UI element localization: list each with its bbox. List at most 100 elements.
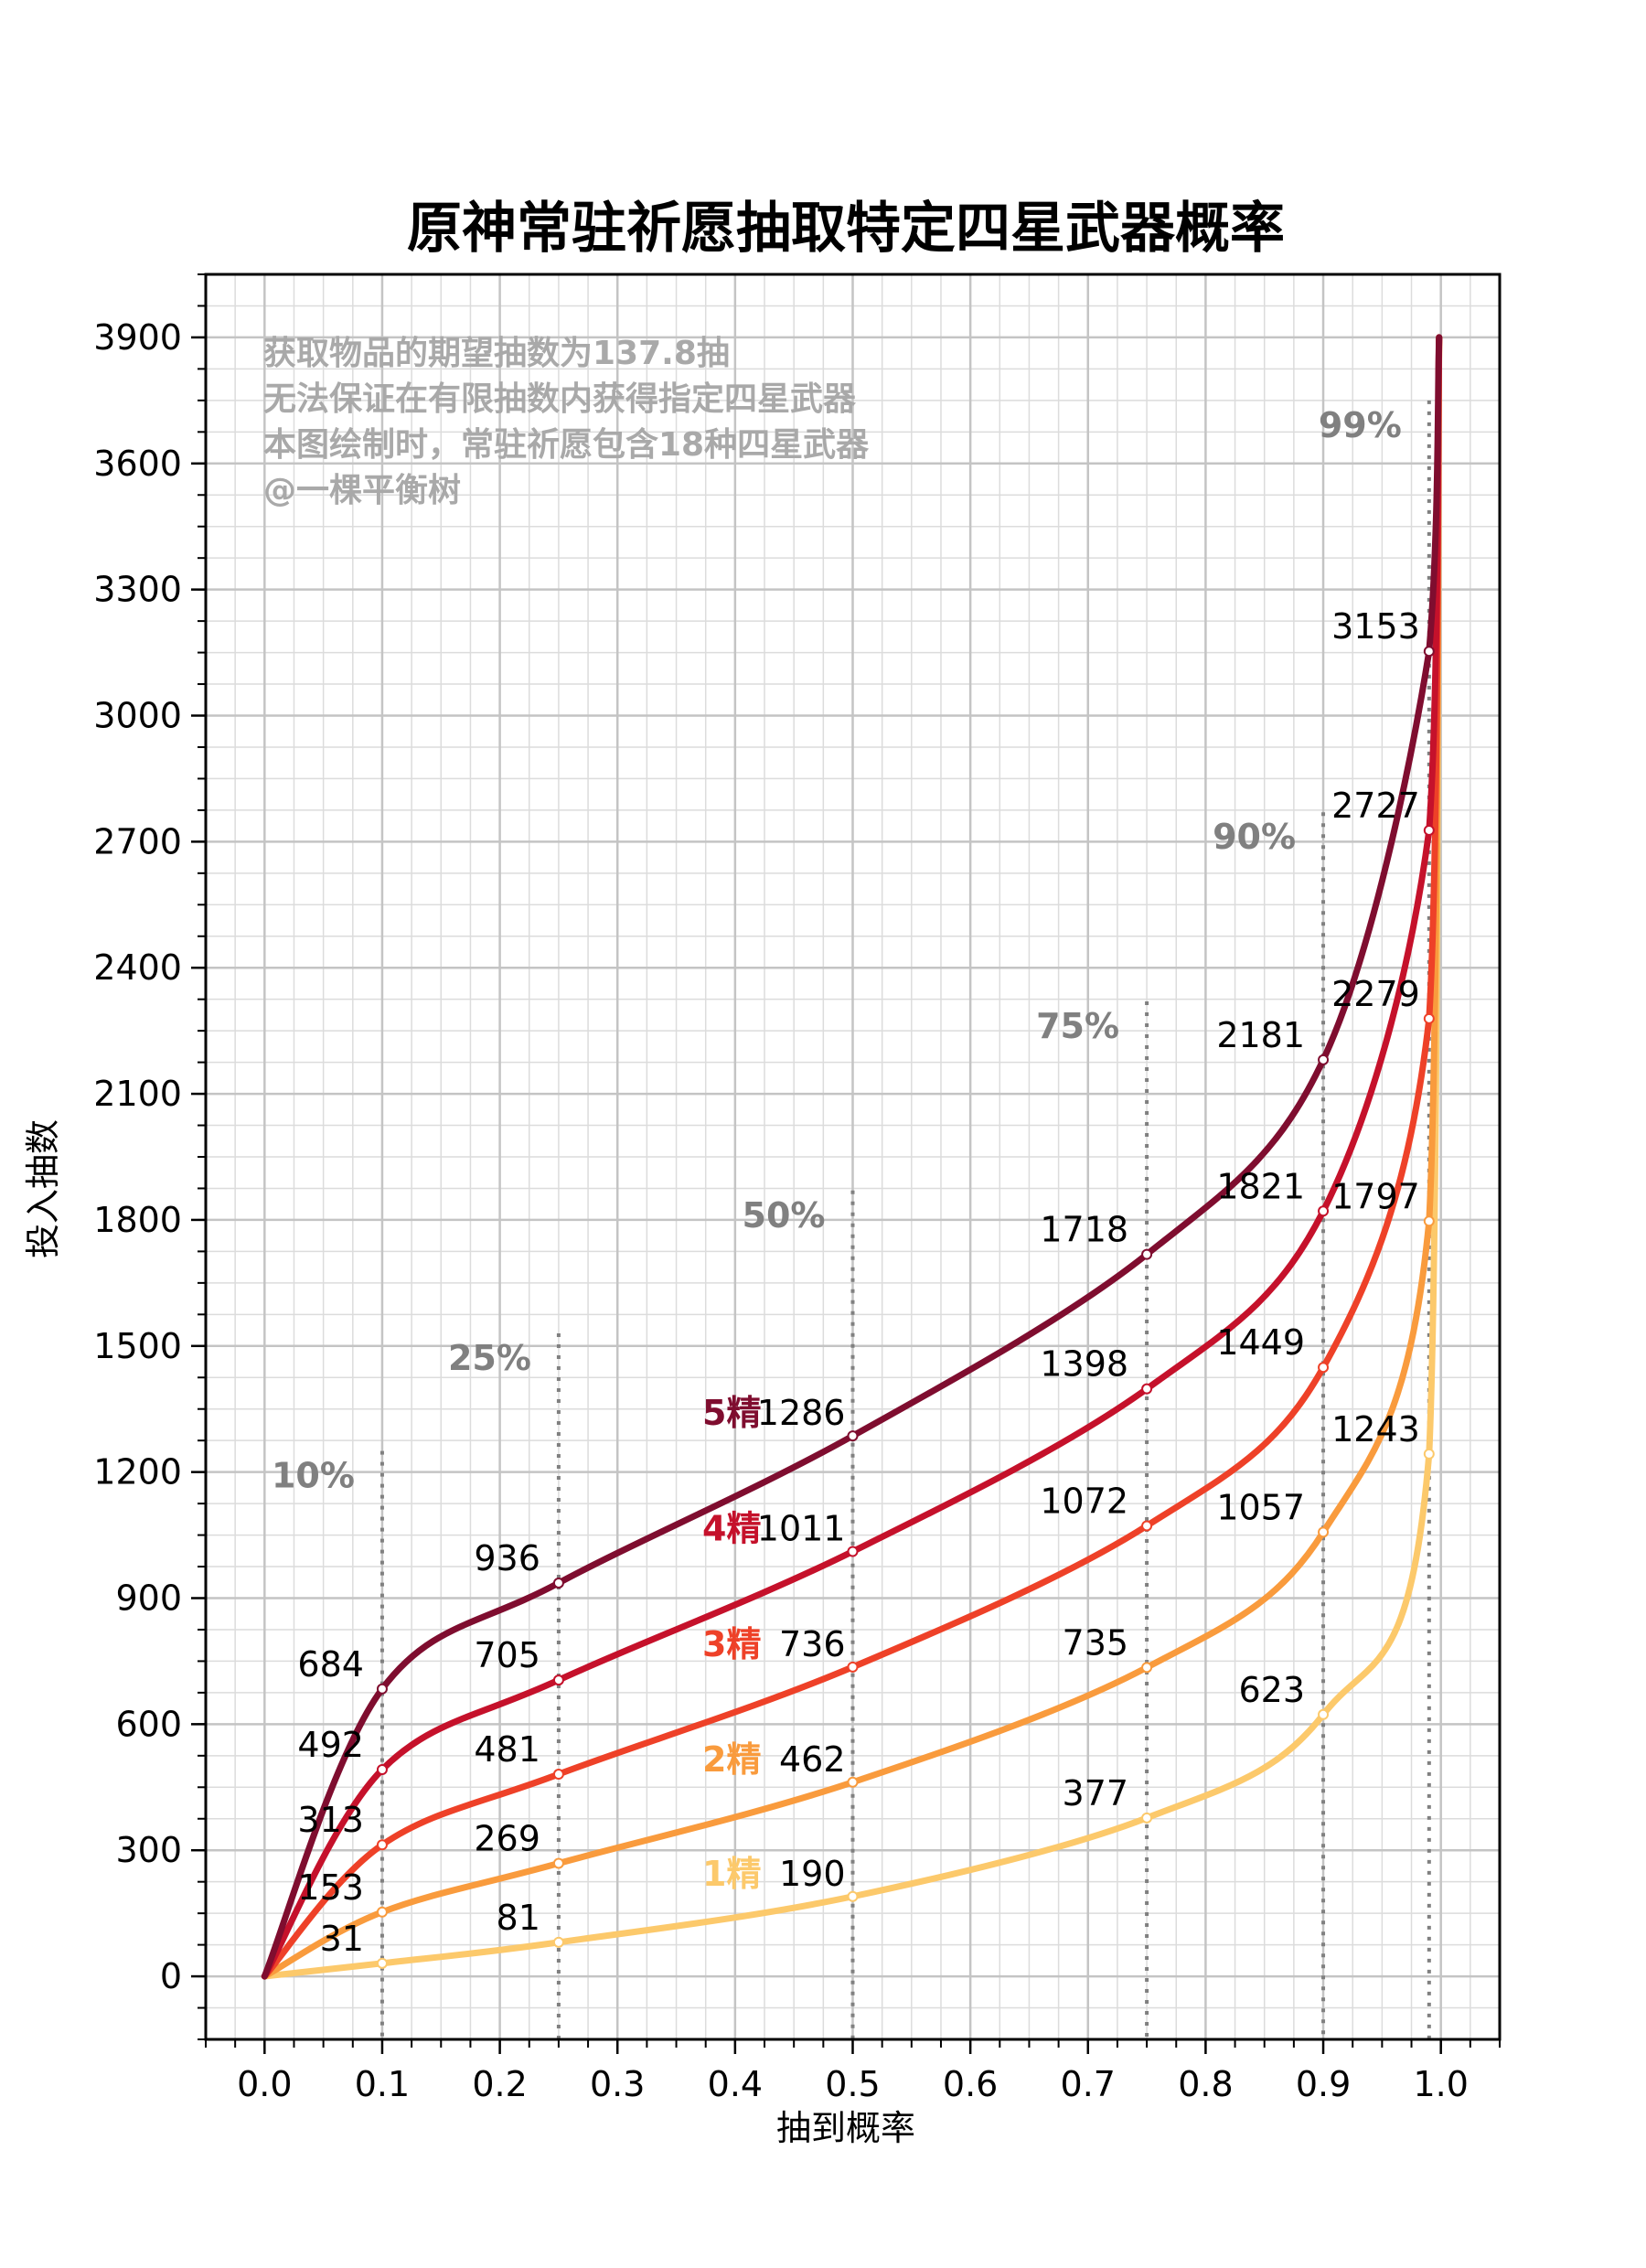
data-label: 492 [297, 1725, 364, 1765]
y-tick-label: 2400 [93, 947, 182, 988]
data-point [1141, 1248, 1153, 1260]
data-label: 153 [297, 1867, 364, 1908]
data-label: 269 [474, 1818, 540, 1858]
y-tick-label: 600 [115, 1704, 182, 1744]
x-tick-label: 0.0 [237, 2064, 292, 2104]
x-tick-label: 0.1 [355, 2064, 410, 2104]
data-label: 2279 [1331, 974, 1420, 1014]
y-tick-label: 3600 [93, 444, 182, 484]
y-tick-label: 1800 [93, 1200, 182, 1240]
series-name-label: 3精 [702, 1624, 761, 1664]
y-axis-label: 投入抽数 [23, 1119, 63, 1258]
data-point [1141, 1520, 1153, 1532]
note-author: @一棵平衡树 [263, 472, 461, 509]
series-name-label: 4精 [702, 1508, 761, 1548]
percentile-label: 25% [448, 1338, 531, 1378]
percentile-lines: 10% 25% 50% 75% 90% 99% [272, 400, 1431, 2039]
y-tick-label: 3900 [93, 317, 182, 358]
percentile-label: 75% [1036, 1006, 1119, 1046]
y-tick-label: 1500 [93, 1326, 182, 1366]
y-tick-label: 0 [160, 1956, 182, 1996]
axis-ticks: 0.0 0.1 0.2 0.3 0.4 0.5 0.6 0.7 0.8 0.9 1.0 0 300 600… [93, 273, 1501, 2104]
data-label: 1057 [1216, 1487, 1305, 1527]
data-point [1318, 1205, 1330, 1217]
notes: 获取物品的期望抽数为137.8抽 无法保证在有限抽数内获得指定四星武器 本图绘制… [263, 335, 870, 509]
data-label: 1718 [1040, 1210, 1128, 1250]
y-tick-label: 1200 [93, 1452, 182, 1492]
data-point [552, 1674, 564, 1686]
data-label: 623 [1239, 1670, 1306, 1710]
data-label: 705 [474, 1635, 540, 1675]
data-label: 31 [320, 1919, 364, 1959]
y-tick-label: 2100 [93, 1074, 182, 1114]
data-label: 1011 [757, 1508, 846, 1548]
series-line-3精 [261, 334, 1443, 1980]
x-tick-label: 0.5 [825, 2064, 880, 2104]
x-tick-label: 0.8 [1178, 2064, 1233, 2104]
data-point [376, 1763, 388, 1775]
data-label: 1797 [1331, 1176, 1420, 1216]
data-point [1318, 1054, 1330, 1065]
data-point [376, 1906, 388, 1918]
data-point [1318, 1362, 1330, 1374]
data-label: 462 [779, 1739, 846, 1780]
x-tick-label: 0.3 [590, 2064, 645, 2104]
y-tick-label: 3300 [93, 570, 182, 610]
x-tick-label: 1.0 [1413, 2064, 1468, 2104]
y-tick-label: 3000 [93, 696, 182, 736]
data-point [847, 1890, 859, 1902]
data-point [1423, 646, 1435, 658]
data-point [1423, 824, 1435, 836]
data-point [1141, 1662, 1153, 1674]
data-point [1141, 1812, 1153, 1824]
data-point [847, 1430, 859, 1442]
data-label: 1243 [1331, 1409, 1420, 1450]
data-point [847, 1661, 859, 1673]
series-name-label: 5精 [702, 1393, 761, 1433]
data-label: 313 [297, 1800, 364, 1840]
series-line-5精 [261, 334, 1443, 1980]
data-point [376, 1957, 388, 1969]
series-name-label: 2精 [702, 1739, 761, 1780]
note-pool-size: 本图绘制时，常驻祈愿包含18种四星武器 [263, 426, 870, 464]
x-axis-label: 抽到概率 [776, 2108, 915, 2148]
data-label: 736 [779, 1624, 846, 1664]
data-point [1423, 1448, 1435, 1460]
data-label: 190 [779, 1854, 846, 1894]
percentile-label: 99% [1319, 405, 1402, 445]
x-tick-label: 0.4 [708, 2064, 763, 2104]
data-point [376, 1683, 388, 1695]
data-label: 1286 [757, 1393, 846, 1433]
data-label: 3153 [1331, 606, 1420, 647]
data-label: 1072 [1040, 1481, 1128, 1521]
x-tick-label: 0.2 [472, 2064, 527, 2104]
data-point [376, 1839, 388, 1851]
data-label: 2181 [1216, 1015, 1305, 1055]
x-tick-label: 0.9 [1296, 2064, 1351, 2104]
data-label: 1821 [1216, 1166, 1305, 1206]
series-name-label: 1精 [702, 1854, 761, 1894]
data-label: 377 [1063, 1773, 1129, 1813]
data-point [1318, 1708, 1330, 1720]
data-label: 1398 [1040, 1344, 1128, 1385]
data-label: 2727 [1331, 786, 1420, 826]
data-point [1141, 1383, 1153, 1395]
data-point [1423, 1012, 1435, 1024]
y-tick-label: 900 [115, 1578, 182, 1619]
y-tick-label: 300 [115, 1830, 182, 1870]
data-point [1318, 1526, 1330, 1538]
data-label: 936 [474, 1538, 540, 1578]
data-label: 1449 [1216, 1322, 1305, 1363]
data-point [552, 1769, 564, 1781]
data-point [552, 1936, 564, 1948]
note-no-guarantee: 无法保证在有限抽数内获得指定四星武器 [263, 380, 857, 418]
y-tick-label: 2700 [93, 821, 182, 861]
data-label: 684 [297, 1644, 364, 1685]
data-point [1423, 1215, 1435, 1227]
x-tick-label: 0.6 [943, 2064, 998, 2104]
note-expected-pulls: 获取物品的期望抽数为137.8抽 [263, 335, 730, 372]
percentile-label: 10% [272, 1456, 355, 1496]
data-label: 481 [474, 1729, 540, 1770]
